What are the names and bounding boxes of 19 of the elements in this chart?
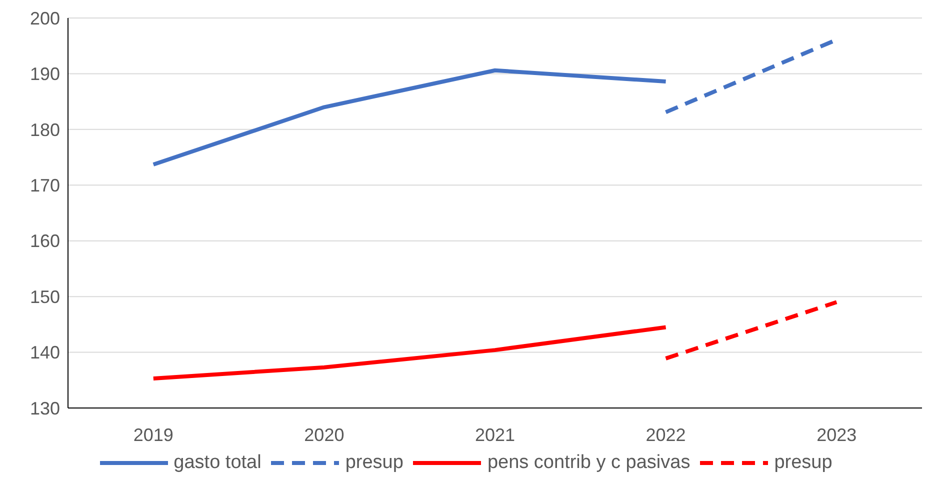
line-series <box>151 325 668 380</box>
legend-label: pens contrib y c pasivas <box>487 452 690 474</box>
y-tick-label: 170 <box>30 176 60 196</box>
x-tick-label: 2021 <box>474 424 516 445</box>
y-tick-label: 160 <box>30 231 60 252</box>
y-tick-label: 200 <box>30 8 60 28</box>
x-tick-label: 2022 <box>646 424 686 445</box>
y-tick-label: 140 <box>30 342 60 363</box>
legend-label: gasto total <box>174 452 262 474</box>
x-tick-label: 2020 <box>304 424 344 445</box>
y-tick-label: 180 <box>30 120 60 140</box>
y-tick-label: 190 <box>30 64 60 84</box>
line-series <box>151 68 668 167</box>
legend-label: presup <box>345 452 404 474</box>
x-tick-label: 2023 <box>816 424 857 445</box>
legend-label: presup <box>774 452 832 474</box>
x-tick-label: 2019 <box>133 424 174 445</box>
y-tick-label: 150 <box>30 286 60 307</box>
y-tick-label: 130 <box>30 398 60 418</box>
